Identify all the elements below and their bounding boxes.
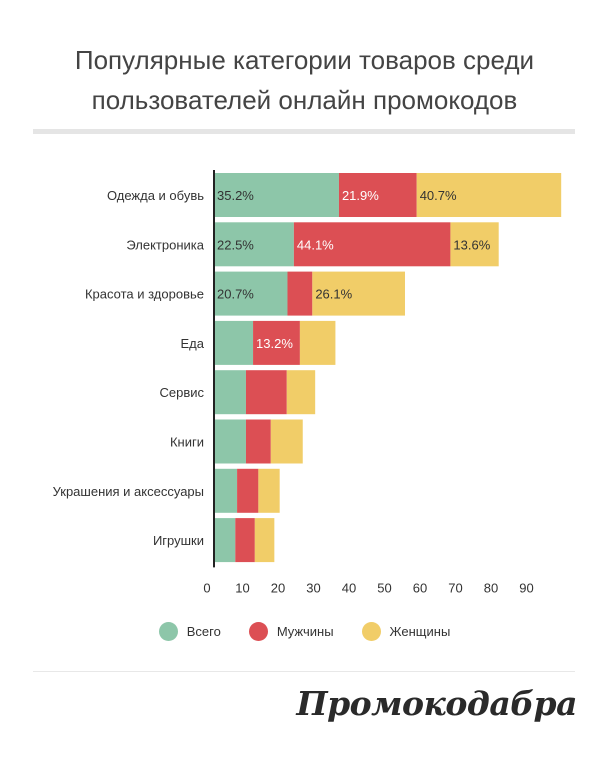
bar-men (245, 419, 271, 464)
bar-total (214, 419, 246, 464)
legend-swatch-total (158, 621, 178, 641)
category-label: Красота и здоровье (85, 287, 204, 302)
data-label-women: 40.7% (420, 188, 457, 203)
legend-item-men: Мужчины (248, 621, 334, 641)
stacked-bar-chart: Одежда и обувь 35.2% 21.9% 40.7% Электроника… (53, 170, 562, 595)
bar-women (450, 222, 499, 267)
x-tick-label: 30 (306, 580, 320, 595)
bar-women (299, 320, 336, 365)
bar-men (338, 173, 417, 217)
category-label: Украшения и аксессуары (53, 484, 204, 499)
legend-label-total: Всего (186, 623, 221, 639)
bar-women (254, 518, 275, 563)
legend-label-men: Мужчины (276, 623, 334, 639)
category-label: Книги (170, 435, 204, 450)
x-tick-label: 50 (377, 580, 391, 595)
bar-men (253, 320, 300, 365)
x-tick-label: 0 (203, 580, 210, 595)
data-label-total: 20.7% (217, 287, 254, 302)
x-tick-label: 60 (413, 580, 427, 595)
bar-women (416, 173, 562, 217)
data-label-women: 13.6% (453, 237, 490, 252)
data-label-total: 22.5% (217, 237, 254, 252)
bar-women (286, 370, 316, 415)
title-divider (33, 129, 575, 134)
x-tick-label: 90 (519, 580, 533, 595)
bar-total (214, 518, 236, 563)
legend-swatch-men (248, 621, 268, 641)
x-tick-label: 80 (484, 580, 498, 595)
legend-label-women: Женщины (389, 623, 451, 639)
bar-men (237, 468, 259, 513)
bar-women (258, 468, 280, 513)
bar-women (270, 419, 303, 464)
bar-total (214, 468, 238, 513)
data-label-total: 35.2% (217, 188, 254, 203)
x-tick-label: 40 (342, 580, 356, 595)
data-label-men: 44.1% (297, 237, 334, 252)
bar-total (214, 173, 339, 217)
x-tick-label: 10 (235, 580, 249, 595)
bar-total (214, 320, 254, 365)
footer-divider (33, 671, 575, 672)
bar-total (214, 222, 294, 267)
category-label: Игрушки (153, 533, 204, 548)
legend-item-total: Всего (158, 621, 221, 641)
category-label: Сервис (159, 385, 204, 400)
chart-legend: Всего Мужчины Женщины (0, 620, 609, 642)
category-label: Еда (181, 336, 205, 351)
bar-men (235, 518, 255, 563)
brand-logo: Промокодабра (296, 684, 577, 723)
data-label-men: 13.2% (256, 336, 293, 351)
bar-men (245, 370, 287, 415)
bar-men (287, 271, 313, 316)
bar-total (214, 271, 288, 316)
chart-title: Популярные категории товаров среди польз… (74, 45, 535, 115)
x-tick-label: 20 (271, 580, 285, 595)
data-label-men: 21.9% (342, 188, 379, 203)
legend-swatch-women (361, 621, 381, 641)
legend-item-women: Женщины (361, 621, 451, 641)
category-label: Одежда и обувь (107, 188, 204, 203)
bar-men (293, 222, 451, 267)
category-label: Электроника (126, 237, 204, 252)
x-tick-label: 70 (448, 580, 462, 595)
bar-women (312, 271, 405, 316)
bar-total (214, 370, 246, 415)
data-label-women: 26.1% (315, 287, 352, 302)
